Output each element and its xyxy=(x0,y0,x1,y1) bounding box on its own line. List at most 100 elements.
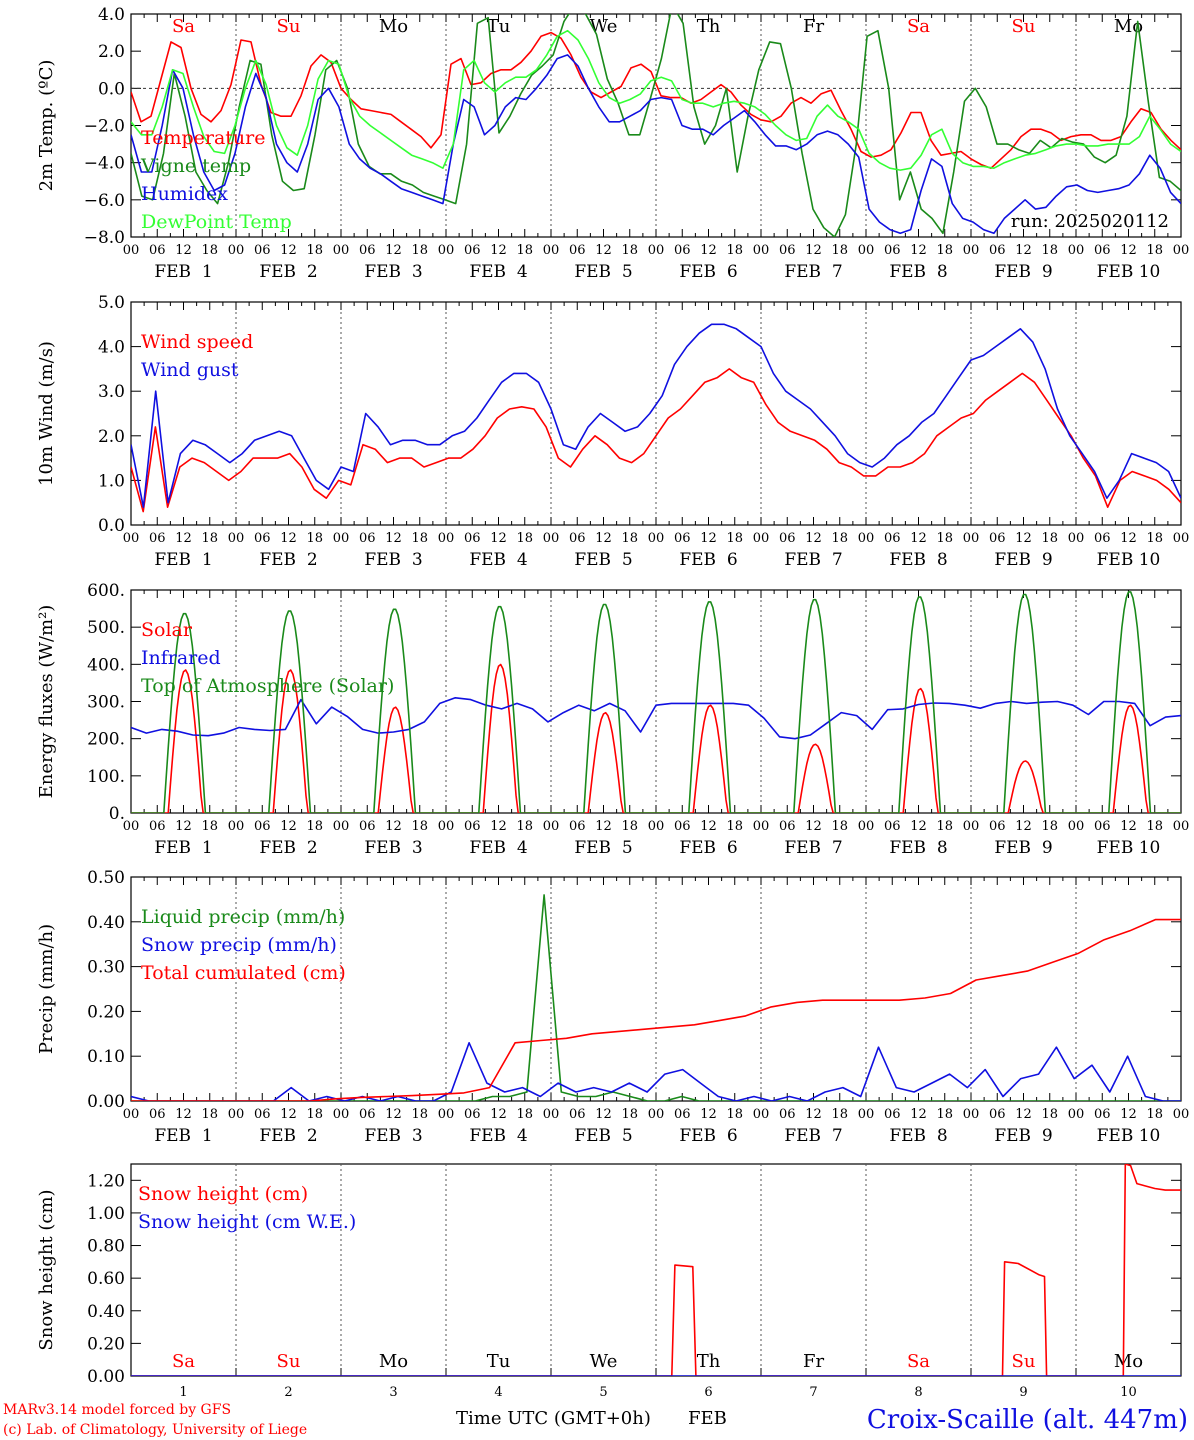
hour-tick-label: 00 xyxy=(648,243,665,258)
model-credit: MARv3.14 model forced by GFS xyxy=(3,1402,231,1418)
date-label: FEB 4 xyxy=(469,838,527,858)
y-axis-label: Snow height (cm) xyxy=(36,1189,57,1350)
hour-tick-label: 12 xyxy=(1015,531,1032,546)
date-label: FEB 2 xyxy=(259,838,317,858)
hour-tick-label: 06 xyxy=(569,819,586,834)
hour-tick-label: 18 xyxy=(201,1107,218,1122)
hour-tick-label: 12 xyxy=(805,243,822,258)
hour-tick-label: 12 xyxy=(805,819,822,834)
hour-tick-label: 18 xyxy=(516,243,533,258)
legend-entry: Top of Atmosphere (Solar) xyxy=(141,675,394,697)
date-label: FEB 4 xyxy=(469,1126,527,1146)
legend-entry: Liquid precip (mm/h) xyxy=(141,906,345,928)
series-group xyxy=(131,14,1181,237)
day-name: Mo xyxy=(379,1351,408,1372)
hour-tick-label: 12 xyxy=(700,819,717,834)
x-axis-month: FEB xyxy=(688,1408,727,1429)
series-line-vigne-temp xyxy=(131,14,1181,237)
hour-tick-label: 18 xyxy=(936,531,953,546)
precip-panel: 00 06 12 18 00 06 12 18 00 06 12 18 00 06 12 18 00 06 12 18… xyxy=(36,868,1189,1146)
hour-tick-label: 12 xyxy=(1120,819,1137,834)
hour-tick-label: 12 xyxy=(490,243,507,258)
hour-tick-label: 00 xyxy=(1068,531,1085,546)
date-label: FEB 2 xyxy=(259,550,317,570)
y-tick-label: 100. xyxy=(87,767,125,787)
hour-tick-label: 18 xyxy=(726,1107,743,1122)
series-line-dewpoint-temp xyxy=(131,29,1181,171)
hour-tick-label: 00 xyxy=(1068,243,1085,258)
y-tick-label: 0.10 xyxy=(87,1047,125,1067)
day-number-label: 2 xyxy=(284,1385,292,1400)
hour-tick-label: 00 xyxy=(543,243,560,258)
hour-tick-label: 00 xyxy=(1173,531,1190,546)
hour-tick-label: 06 xyxy=(779,819,796,834)
series-group xyxy=(131,1164,1181,1376)
legend-entry: Vigne temp xyxy=(140,155,251,177)
day-name: Tu xyxy=(487,1351,511,1372)
hour-tick-label: 12 xyxy=(280,819,297,834)
hour-tick-label: 00 xyxy=(753,819,770,834)
date-label: FEB 1 xyxy=(154,838,212,858)
y-tick-label: 1.00 xyxy=(87,1204,125,1224)
legend-entry: Wind gust xyxy=(141,359,239,381)
series-group xyxy=(131,323,1181,513)
hour-tick-label: 06 xyxy=(359,819,376,834)
y-tick-label: 0.80 xyxy=(87,1237,125,1257)
hour-tick-label: 12 xyxy=(175,531,192,546)
copyright-credit: (c) Lab. of Climatology, University of L… xyxy=(3,1422,307,1438)
y-tick-label: 0.00 xyxy=(87,1092,125,1112)
hour-tick-label: 18 xyxy=(411,243,428,258)
day-name: Su xyxy=(1012,16,1036,37)
y-tick-label: −4.0 xyxy=(84,154,125,174)
wind-panel: 00 06 12 18 00 06 12 18 00 06 12 18 00 06 12 18 00 06 12 18… xyxy=(36,293,1189,570)
date-label: FEB 9 xyxy=(994,550,1052,570)
hour-tick-label: 06 xyxy=(569,1107,586,1122)
y-tick-label: 1.20 xyxy=(87,1171,125,1191)
hour-tick-label: 06 xyxy=(254,243,271,258)
hour-tick-label: 00 xyxy=(333,243,350,258)
date-label: FEB 7 xyxy=(784,838,842,858)
y-axis-label: 2m Temp. (ºC) xyxy=(36,60,57,192)
hour-tick-label: 18 xyxy=(621,243,638,258)
hour-tick-label: 06 xyxy=(254,819,271,834)
y-tick-label: 0.20 xyxy=(87,1334,125,1354)
series-line-solar xyxy=(131,663,1181,813)
legend-entry: Infrared xyxy=(141,647,221,669)
day-name: Fr xyxy=(803,16,824,37)
day-name: Mo xyxy=(1114,1351,1143,1372)
date-label: FEB 7 xyxy=(784,550,842,570)
date-label: FEB 9 xyxy=(994,1126,1052,1146)
hour-tick-label: 00 xyxy=(753,243,770,258)
y-tick-label: 1.0 xyxy=(98,471,125,491)
hour-tick-label: 06 xyxy=(1094,531,1111,546)
date-label: FEB 9 xyxy=(994,838,1052,858)
date-label: FEB 4 xyxy=(469,262,527,282)
date-label: FEB 10 xyxy=(1097,262,1161,282)
hour-tick-label: 12 xyxy=(595,1107,612,1122)
day-name: Sa xyxy=(907,16,930,37)
hour-tick-label: 06 xyxy=(1094,819,1111,834)
hour-tick-label: 12 xyxy=(280,531,297,546)
hour-tick-label: 06 xyxy=(884,1107,901,1122)
hour-tick-label: 12 xyxy=(490,1107,507,1122)
y-tick-label: 0.00 xyxy=(87,1367,125,1387)
hour-tick-label: 00 xyxy=(1068,1107,1085,1122)
hour-tick-label: 00 xyxy=(753,1107,770,1122)
y-tick-label: 5.0 xyxy=(98,293,125,313)
y-tick-label: 0.50 xyxy=(87,868,125,888)
date-label: FEB 5 xyxy=(574,262,632,282)
day-name: We xyxy=(590,1351,618,1372)
date-label: FEB 6 xyxy=(679,838,737,858)
day-name: Mo xyxy=(379,16,408,37)
hour-tick-label: 00 xyxy=(963,243,980,258)
hour-tick-label: 06 xyxy=(464,531,481,546)
series-group xyxy=(131,591,1181,813)
series-line-infrared xyxy=(131,697,1181,740)
date-label: FEB 2 xyxy=(259,262,317,282)
day-number-label: 8 xyxy=(914,1385,922,1400)
energy-panel: 00 06 12 18 00 06 12 18 00 06 12 18 00 06 12 18 00 06 12 18… xyxy=(36,581,1189,858)
day-name: Fr xyxy=(803,1351,824,1372)
legend-entry: Snow height (cm W.E.) xyxy=(138,1211,356,1233)
hour-tick-label: 06 xyxy=(989,1107,1006,1122)
